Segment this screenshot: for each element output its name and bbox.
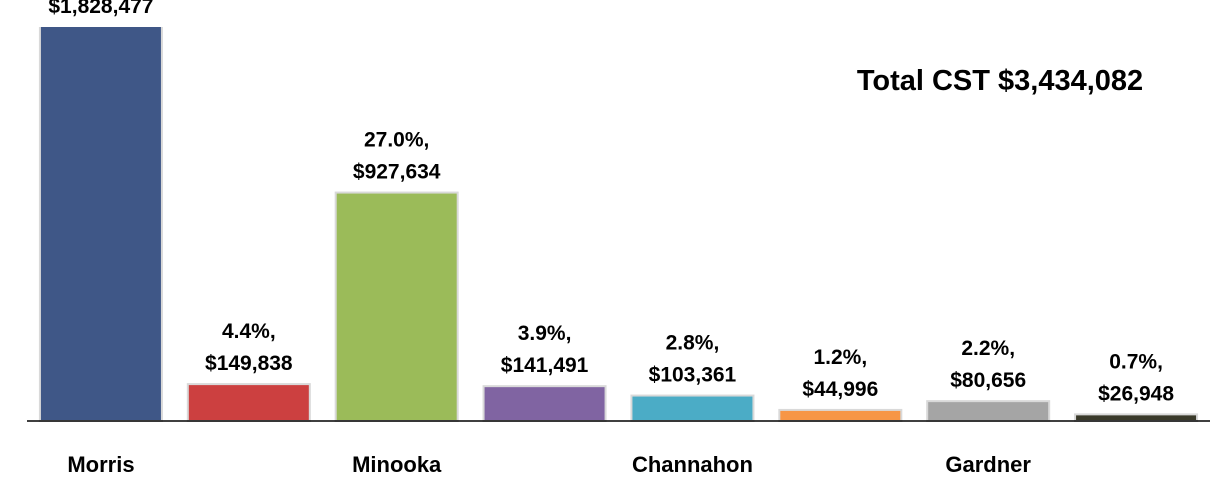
data-label: 1.2%, [813, 346, 867, 369]
bar [926, 400, 1051, 422]
data-label: 4.4%, [222, 320, 276, 343]
data-label: 0.7%, [1109, 350, 1163, 373]
data-label: $80,656 [950, 369, 1026, 392]
bar [1074, 413, 1199, 422]
data-label: 27.0%, [364, 129, 429, 152]
bar [334, 191, 459, 422]
data-label: 2.2%, [961, 337, 1015, 360]
x-tick-label: Gardner [945, 452, 1031, 477]
bar [186, 383, 311, 422]
data-label: $103,361 [649, 364, 737, 387]
x-tick-label: Channahon [632, 452, 753, 477]
annotation: Total CST $3,434,082 [857, 65, 1143, 97]
data-label: $26,948 [1098, 382, 1174, 405]
bar [630, 394, 755, 423]
x-tick-label: Morris [67, 452, 134, 477]
data-label: 3.9%, [518, 322, 572, 345]
data-label: $149,838 [205, 352, 293, 375]
x-tick-label: Minooka [352, 452, 442, 477]
data-label: 2.8%, [666, 332, 720, 355]
bar [778, 408, 903, 423]
data-label: $44,996 [802, 378, 878, 401]
data-label: $141,491 [501, 354, 589, 377]
bar [482, 385, 607, 422]
data-label: $1,828,477 [48, 0, 153, 18]
bar [38, 27, 163, 422]
data-label: $927,634 [353, 161, 441, 184]
